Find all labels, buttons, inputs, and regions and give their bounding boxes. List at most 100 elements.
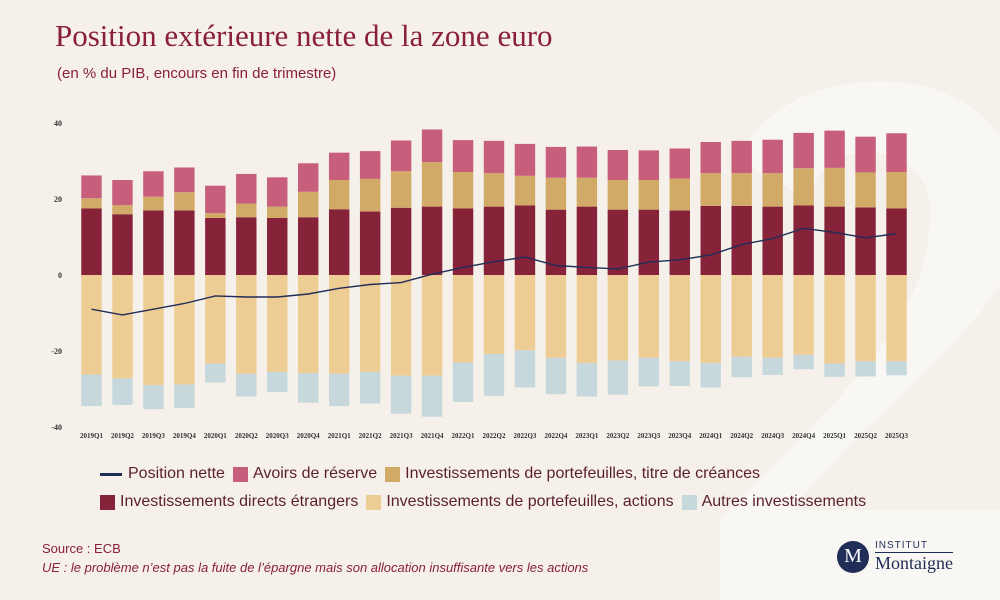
bar-segment-debt — [298, 191, 319, 218]
bar-segment-reserve — [669, 148, 690, 179]
x-tick-label: 2019Q4 — [173, 432, 196, 440]
bar-segment-reserve — [174, 167, 195, 193]
y-tick-label: -20 — [51, 347, 62, 356]
chart-subtitle: (en % du PIB, encours en fin de trimestr… — [57, 65, 337, 82]
x-tick-label: 2025Q3 — [885, 432, 908, 440]
bar-segment-fdi — [514, 205, 536, 275]
legend-swatch-fdi — [100, 494, 115, 510]
bar-segment-equity — [793, 275, 814, 355]
bar-segment-fdi — [359, 211, 381, 275]
bar-segment-debt — [824, 167, 845, 207]
x-tick-label: 2020Q1 — [204, 432, 227, 440]
y-tick-label: -40 — [51, 423, 62, 432]
bar-segment-reserve — [576, 146, 598, 178]
bar-segment-other — [700, 363, 721, 388]
x-tick-label: 2019Q1 — [80, 432, 103, 440]
legend-item-titres-creances: Investissements de portefeuilles, titre … — [385, 465, 760, 483]
x-tick-label: 2021Q4 — [421, 432, 444, 440]
x-tick-label: 2022Q3 — [513, 432, 536, 440]
bar-segment-fdi — [607, 209, 629, 275]
bar-segment-debt — [421, 162, 443, 207]
logo-bottom-text: Montaigne — [875, 553, 953, 573]
bar-segment-equity — [390, 275, 412, 376]
x-tick-label: 2023Q1 — [575, 432, 598, 440]
bar-segment-other — [81, 374, 102, 407]
legend-swatch-equity — [366, 494, 382, 510]
bar-segment-equity — [359, 275, 381, 372]
chart-legend: Position nette Avoirs de réserve Investi… — [100, 460, 930, 516]
bar-segment-debt — [762, 173, 783, 207]
bar-segment-other — [576, 363, 598, 397]
legend-item-position-nette: Position nette — [100, 465, 225, 483]
y-tick-label: 20 — [54, 195, 62, 204]
bar-segment-fdi — [390, 207, 412, 275]
bar-segment-debt — [205, 213, 226, 218]
bar-segment-equity — [638, 275, 660, 358]
bar-segment-equity — [174, 275, 195, 385]
bar-segment-reserve — [112, 180, 133, 206]
x-tick-label: 2020Q3 — [266, 432, 289, 440]
bar-segment-equity — [112, 275, 133, 379]
legend-label: Position nette — [128, 465, 225, 482]
bar-segment-other — [236, 373, 257, 397]
bar-segment-equity — [328, 275, 350, 374]
bar-segment-equity — [607, 275, 629, 361]
y-tick-label: 0 — [58, 271, 62, 280]
bar-segment-fdi — [700, 205, 721, 275]
legend-swatch-reserve — [232, 466, 248, 482]
bar-segment-other — [174, 384, 195, 408]
bar-segment-fdi — [731, 205, 752, 275]
bar-segment-equity — [267, 275, 288, 372]
bar-segment-other — [731, 356, 752, 378]
bar-segment-fdi — [143, 210, 164, 275]
bar-segment-reserve — [390, 140, 412, 172]
bar-segment-other — [762, 357, 783, 375]
x-tick-label: 2019Q2 — [111, 432, 134, 440]
bar-segment-reserve — [359, 151, 381, 179]
x-tick-label: 2024Q1 — [699, 432, 722, 440]
bar-segment-debt — [514, 175, 536, 206]
bar-segment-equity — [669, 275, 690, 362]
bar-segment-other — [359, 371, 381, 404]
bar-segment-reserve — [452, 140, 474, 173]
bar-segment-reserve — [328, 152, 350, 180]
legend-item-actions: Investissements de portefeuilles, action… — [366, 493, 674, 511]
bar-segment-debt — [390, 171, 412, 208]
logo-text: INSTITUT Montaigne — [875, 540, 953, 573]
logo-badge: M — [837, 540, 869, 573]
bar-segment-equity — [298, 275, 319, 374]
bar-segment-reserve — [638, 150, 660, 180]
bar-segment-equity — [545, 275, 567, 358]
bar-segment-equity — [824, 275, 845, 364]
legend-item-ide: Investissements directs étrangers — [100, 493, 358, 511]
bar-segment-fdi — [452, 208, 474, 275]
bar-segment-reserve — [236, 173, 257, 204]
bar-segment-debt — [576, 177, 598, 207]
bar-segment-debt — [669, 178, 690, 211]
bar-segment-other — [421, 375, 443, 417]
bar-segment-reserve — [855, 136, 876, 173]
x-tick-label: 2023Q2 — [606, 432, 629, 440]
bar-segment-fdi — [267, 218, 288, 275]
x-tick-label: 2020Q2 — [235, 432, 258, 440]
net-position-layer — [91, 227, 897, 316]
bar-segment-reserve — [143, 171, 164, 197]
x-tick-label: 2021Q1 — [328, 432, 351, 440]
bar-segment-other — [143, 385, 164, 410]
x-tick-label: 2022Q2 — [483, 432, 506, 440]
bar-segment-fdi — [855, 207, 876, 275]
chart-title: Position extérieure nette de la zone eur… — [55, 18, 553, 53]
bar-segment-fdi — [545, 209, 567, 275]
bar-segment-reserve — [886, 133, 907, 173]
x-tick-label: 2020Q4 — [297, 432, 320, 440]
bar-segment-fdi — [112, 214, 133, 275]
bars-group — [81, 129, 907, 417]
bar-segment-other — [855, 361, 876, 377]
bar-segment-reserve — [731, 140, 752, 174]
legend-label: Investissements de portefeuilles, action… — [386, 493, 674, 510]
bar-segment-equity — [81, 275, 102, 375]
x-tick-label: 2024Q4 — [792, 432, 815, 440]
x-tick-label: 2023Q4 — [668, 432, 691, 440]
institut-montaigne-logo: M INSTITUT Montaigne — [837, 540, 953, 573]
x-tick-label: 2025Q1 — [823, 432, 846, 440]
